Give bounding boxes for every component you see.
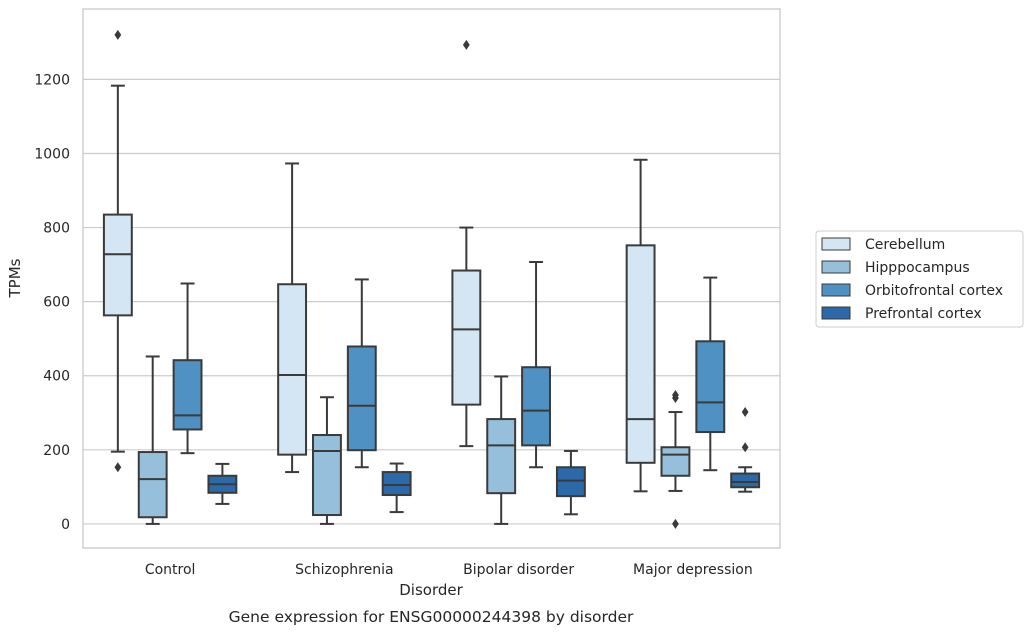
box-body [451,269,482,406]
box-0-1 [277,162,308,474]
legend: Cerebellum Hipppocampus Orbitofrontal cort… [815,230,1024,328]
legend-swatch-1 [821,260,851,274]
box-0-0 [102,29,133,473]
flier-point [741,442,749,453]
plot-frame [82,8,781,549]
chart-caption: Gene expression for ENSG00000244398 by d… [229,608,634,626]
legend-label-3: Prefrontal cortex [865,306,982,322]
x-tick-label-1: Schizophrenia [295,562,393,578]
box-2-0 [172,282,203,455]
x-tick-label-3: Major depression [633,562,753,578]
boxes [102,29,761,529]
legend-frame [815,230,1024,328]
legend-label-2: Orbitofrontal cortex [865,283,1003,299]
y-tick-labels: 0 200 400 600 800 1000 1200 [34,72,70,533]
box-3-0 [207,462,238,505]
legend-items: Cerebellum Hipppocampus Orbitofrontal cort… [821,237,1003,322]
box-2-1 [346,278,377,469]
flier-point [114,29,122,40]
y-tick-label-800: 800 [43,221,70,237]
legend-swatch-3 [821,306,851,320]
flier-point [462,39,470,50]
box-2-3 [695,276,726,472]
box-body [172,359,203,431]
y-tick-label-0: 0 [61,517,70,533]
box-body [346,345,377,452]
box-3-1 [381,462,412,514]
box-body [660,446,691,477]
y-axis-label: TPMs [6,258,24,298]
box-body [137,451,168,519]
y-tick-label-1200: 1200 [34,72,70,88]
box-3-3 [730,407,761,493]
legend-label-0: Cerebellum [865,237,945,253]
legend-swatch-2 [821,283,851,297]
flier-point [672,518,679,529]
box-1-2 [486,375,517,525]
box-3-2 [555,449,586,516]
box-body [521,366,551,447]
x-tick-labels: Control Schizophrenia Bipolar disorder Majo… [145,562,753,578]
box-1-3 [660,390,691,529]
box-body [312,434,342,517]
x-tick-label-0: Control [145,562,196,578]
x-axis-label: Disorder [399,581,463,599]
box-body [102,213,133,317]
flier-point [672,390,679,401]
box-body [555,466,586,498]
box-body [730,472,761,489]
box-body [625,244,656,464]
x-tick-label-2: Bipolar disorder [463,562,574,578]
box-body [695,340,726,434]
y-tick-label-400: 400 [43,369,70,385]
box-1-0 [137,355,168,525]
y-tick-label-200: 200 [43,443,70,459]
y-tick-label-600: 600 [43,295,70,311]
flier-point [741,407,749,418]
box-0-3 [625,158,656,493]
box-2-2 [521,261,551,469]
box-0-2 [451,39,482,448]
legend-swatch-0 [821,237,851,251]
box-1-1 [312,396,342,525]
legend-label-1: Hipppocampus [865,260,970,276]
box-body [277,283,308,456]
flier-point [114,462,122,473]
box-body [381,471,412,497]
box-body [486,418,517,495]
y-tick-label-1000: 1000 [34,146,70,162]
